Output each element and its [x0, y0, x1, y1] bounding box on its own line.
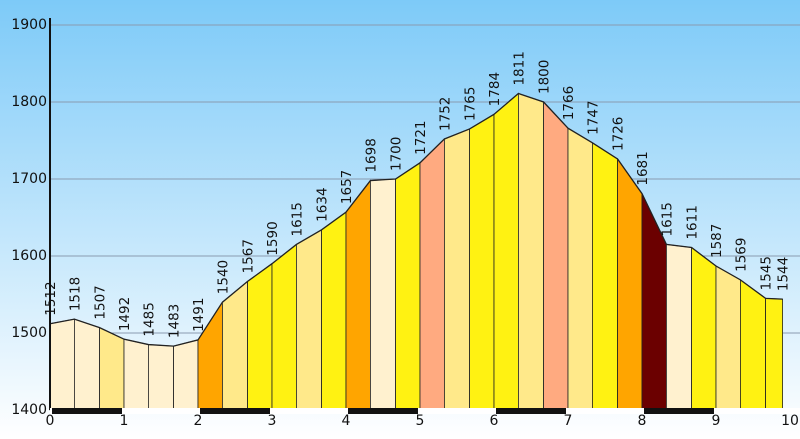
segment-18 — [493, 92, 519, 411]
segment-26 — [691, 246, 717, 411]
elevation-label-19: 1811 — [511, 51, 527, 85]
elevation-label-18: 1784 — [487, 72, 503, 106]
x-tick-0: 0 — [46, 413, 55, 429]
segment-3 — [123, 338, 149, 411]
elevation-label-28: 1569 — [733, 238, 749, 272]
x-tick-5: 5 — [416, 413, 425, 429]
elevation-label-7: 1540 — [215, 260, 231, 294]
elevation-labels: 1512 1518 1507 1492 1485 1483 1491 1540 1567 1590… — [43, 51, 792, 338]
segment-8 — [247, 262, 273, 411]
elevation-label-27: 1587 — [709, 224, 725, 258]
y-tick-1400: 1400 — [11, 402, 47, 418]
segment-10 — [296, 229, 322, 411]
elevation-label-12: 1657 — [339, 170, 355, 204]
elevation-label-10: 1615 — [289, 202, 305, 236]
segment-7 — [222, 280, 248, 411]
elevation-label-16: 1752 — [437, 97, 453, 131]
segment-12 — [345, 179, 371, 411]
segment-5 — [173, 339, 199, 411]
segment-21 — [567, 127, 593, 411]
elevation-segments — [49, 92, 783, 411]
segment-23 — [617, 157, 643, 411]
elevation-label-26: 1611 — [685, 205, 701, 239]
segment-19 — [518, 92, 544, 411]
elevation-label-23: 1726 — [611, 117, 627, 151]
y-tick-labels: 1400 1500 1600 1700 1800 1900 — [11, 17, 47, 418]
segment-13 — [370, 178, 396, 411]
elevation-label-30: 1544 — [776, 257, 792, 291]
segment-2 — [99, 326, 125, 411]
segment-0 — [49, 318, 75, 411]
elevation-label-25: 1615 — [659, 202, 675, 236]
elevation-label-1: 1518 — [67, 277, 83, 311]
distance-bar — [50, 408, 800, 414]
segment-22 — [592, 142, 618, 411]
y-tick-1700: 1700 — [11, 171, 47, 187]
segment-29 — [765, 297, 783, 411]
distance-bar-segment-0 — [52, 408, 122, 414]
distance-bar-segment-8 — [644, 408, 714, 414]
x-tick-8: 8 — [638, 413, 647, 429]
elevation-label-2: 1507 — [93, 285, 109, 319]
y-tick-1500: 1500 — [11, 325, 47, 341]
elevation-label-13: 1698 — [363, 138, 379, 172]
y-tick-1600: 1600 — [11, 248, 47, 264]
elevation-label-24: 1681 — [635, 151, 651, 185]
distance-bar-segment-2 — [200, 408, 270, 414]
segment-27 — [715, 265, 741, 411]
segment-15 — [419, 138, 445, 411]
segment-20 — [543, 100, 569, 411]
elevation-label-3: 1492 — [117, 297, 133, 331]
segment-28 — [740, 279, 766, 411]
x-tick-4: 4 — [342, 413, 351, 429]
segment-9 — [271, 243, 297, 411]
y-tick-1900: 1900 — [11, 17, 47, 33]
elevation-label-8: 1567 — [241, 239, 257, 273]
elevation-label-11: 1634 — [315, 187, 331, 221]
x-tick-3: 3 — [268, 413, 277, 429]
segment-1 — [74, 318, 100, 411]
segment-17 — [469, 113, 495, 411]
elevation-label-21: 1766 — [561, 86, 577, 120]
x-tick-6: 6 — [490, 413, 499, 429]
segment-4 — [148, 344, 174, 411]
x-tick-7: 7 — [564, 413, 573, 429]
elevation-label-14: 1700 — [389, 137, 405, 171]
x-tick-labels: 0 1 2 3 4 5 6 7 8 9 10 — [46, 413, 799, 429]
elevation-label-29: 1545 — [759, 256, 775, 290]
segment-25 — [666, 243, 692, 411]
elevation-label-15: 1721 — [413, 120, 429, 154]
segment-16 — [444, 128, 470, 411]
elevation-label-6: 1491 — [191, 298, 207, 332]
distance-bar-segment-6 — [496, 408, 566, 414]
elevation-label-4: 1485 — [141, 302, 157, 336]
distance-bar-segment-4 — [348, 408, 418, 414]
elevation-label-22: 1747 — [585, 100, 601, 134]
x-tick-1: 1 — [120, 413, 129, 429]
distance-bar-base — [50, 408, 800, 414]
elevation-label-20: 1800 — [537, 60, 553, 94]
profile-outline — [49, 92, 783, 347]
y-tick-1800: 1800 — [11, 94, 47, 110]
x-tick-9: 9 — [712, 413, 721, 429]
segment-11 — [321, 211, 347, 411]
x-tick-10: 10 — [781, 413, 799, 429]
x-tick-2: 2 — [194, 413, 203, 429]
elevation-label-17: 1765 — [463, 87, 479, 121]
elevation-label-0: 1512 — [43, 281, 59, 315]
elevation-label-9: 1590 — [265, 221, 281, 255]
segment-14 — [395, 162, 421, 411]
elevation-label-5: 1483 — [167, 304, 183, 338]
